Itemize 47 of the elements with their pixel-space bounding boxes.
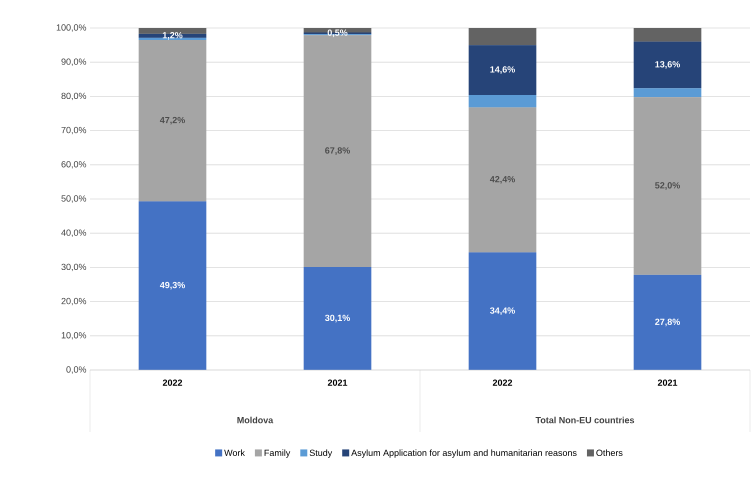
- bar: [634, 42, 702, 88]
- legend-label: Study: [310, 449, 332, 458]
- text: Total Non-EU countries: [536, 416, 634, 424]
- legend-label: Work: [224, 449, 245, 456]
- bar: [468, 107, 536, 252]
- data-label: 42,4%: [490, 176, 515, 184]
- data-label: 49,3%: [160, 282, 185, 290]
- y-tick-label: 20,0%: [62, 298, 86, 306]
- x-tick-label: 2022: [492, 380, 512, 386]
- y-tick-label: 70,0%: [62, 126, 86, 134]
- data-label: 47,2%: [160, 116, 185, 125]
- bar: [634, 88, 702, 98]
- y-tick-label: 10,0%: [62, 332, 86, 340]
- bar: [468, 45, 536, 96]
- data-label: 52,0%: [655, 182, 680, 190]
- y-tick-label: 0,0%: [66, 366, 86, 374]
- bar: [138, 28, 206, 34]
- y-tick-label: 60,0%: [62, 161, 86, 168]
- data-label: 13,6%: [655, 61, 680, 69]
- bar: [138, 40, 206, 202]
- bar: [304, 267, 372, 370]
- legend-label: Asylum Application for asylum and humanitarian reasons: [351, 449, 577, 458]
- data-label: 1,2%: [162, 32, 182, 40]
- text: Moldova: [237, 416, 274, 424]
- bar: [468, 28, 536, 46]
- bar: [634, 97, 702, 275]
- x-tick-label: 2021: [328, 380, 348, 386]
- legend-label: Family: [264, 449, 290, 458]
- bar: [634, 274, 702, 370]
- bar: [468, 95, 536, 108]
- y-tick-label: 40,0%: [61, 229, 86, 237]
- data-label: 14,6%: [490, 66, 515, 74]
- y-tick-label: 100,0%: [56, 24, 86, 32]
- bar: [468, 252, 536, 370]
- data-label: 30,1%: [324, 314, 350, 322]
- y-tick-label: 30,0%: [61, 264, 86, 272]
- bar: [634, 28, 702, 42]
- y-tick-label: 80,0%: [61, 92, 86, 100]
- data-label: 34,4%: [490, 307, 515, 315]
- y-tick-label: 90,0%: [61, 58, 86, 66]
- data-label: 67,8%: [325, 147, 350, 155]
- data-label: 27,8%: [655, 318, 680, 326]
- legend-label: Others: [596, 449, 623, 456]
- x-tick-label: 2021: [658, 380, 678, 386]
- x-tick-label: 2022: [162, 380, 182, 386]
- bar: [138, 201, 206, 370]
- y-tick-label: 50,0%: [61, 195, 86, 203]
